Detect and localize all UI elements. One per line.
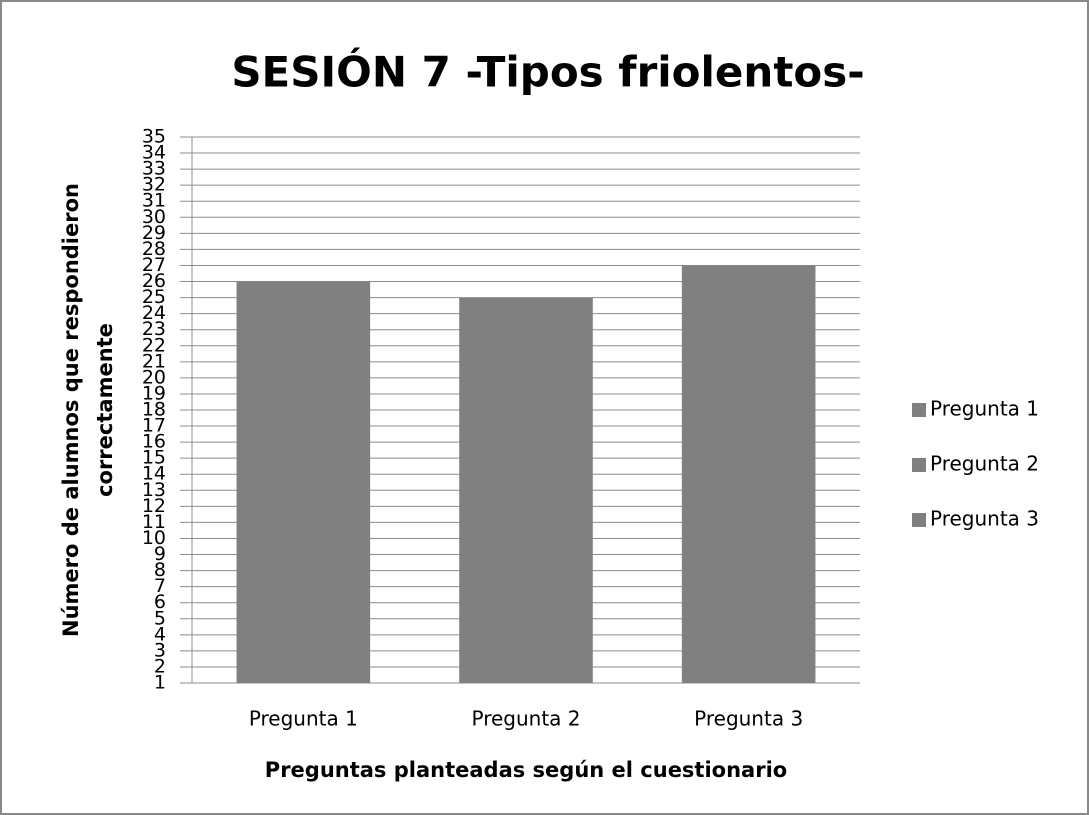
y-axis-title: Número de alumnos que respondieron [59, 183, 83, 637]
y-tick-label: 26 [142, 270, 166, 292]
y-tick-label: 22 [142, 334, 166, 356]
legend-swatch [912, 403, 926, 417]
y-tick-label: 1 [154, 672, 166, 694]
y-tick-label: 15 [142, 447, 166, 469]
chart-title: SESIÓN 7 -Tipos friolentos- [231, 47, 864, 97]
legend-label: Pregunta 3 [930, 507, 1039, 531]
y-tick-label: 28 [142, 238, 166, 260]
y-tick-label: 7 [154, 575, 166, 597]
y-tick-label: 16 [142, 431, 166, 453]
y-tick-label: 35 [142, 126, 166, 148]
legend-label: Pregunta 2 [930, 452, 1039, 476]
y-tick-label: 6 [154, 591, 166, 613]
y-tick-label: 18 [142, 399, 166, 421]
y-axis-title: correctamente [93, 323, 117, 497]
bar [459, 297, 593, 683]
y-tick-label: 4 [154, 623, 166, 645]
y-tick-label: 10 [142, 527, 166, 549]
x-tick-label: Pregunta 1 [249, 707, 358, 731]
legend-label: Pregunta 1 [930, 397, 1039, 421]
legend-swatch [912, 513, 926, 527]
y-tick-label: 14 [142, 463, 166, 485]
y-tick-label: 30 [142, 206, 166, 228]
y-tick-label: 19 [142, 382, 166, 404]
x-tick-label: Pregunta 2 [471, 707, 580, 731]
y-tick-label: 9 [154, 543, 166, 565]
y-tick-label: 13 [142, 479, 166, 501]
y-tick-label: 32 [142, 174, 166, 196]
y-tick-label: 31 [142, 190, 166, 212]
y-tick-label: 2 [154, 655, 166, 677]
x-tick-label: Pregunta 3 [694, 707, 803, 731]
y-tick-label: 21 [142, 350, 166, 372]
x-axis-title: Preguntas planteadas según el cuestionar… [265, 758, 787, 782]
y-tick-label: 12 [142, 495, 166, 517]
y-tick-label: 29 [142, 222, 166, 244]
y-tick-label: 24 [142, 302, 166, 324]
y-tick-label: 11 [142, 511, 166, 533]
bar [681, 265, 816, 683]
y-tick-label: 17 [142, 415, 166, 437]
y-tick-label: 23 [142, 318, 166, 340]
y-tick-label: 33 [142, 158, 166, 180]
y-tick-label: 3 [154, 639, 166, 661]
y-tick-label: 27 [142, 254, 166, 276]
y-tick-label: 25 [142, 286, 166, 308]
y-tick-label: 34 [142, 142, 166, 164]
legend-swatch [912, 458, 926, 472]
bar [236, 281, 371, 683]
y-tick-label: 8 [154, 559, 166, 581]
y-tick-label: 20 [142, 366, 166, 388]
y-tick-label: 5 [154, 607, 166, 629]
